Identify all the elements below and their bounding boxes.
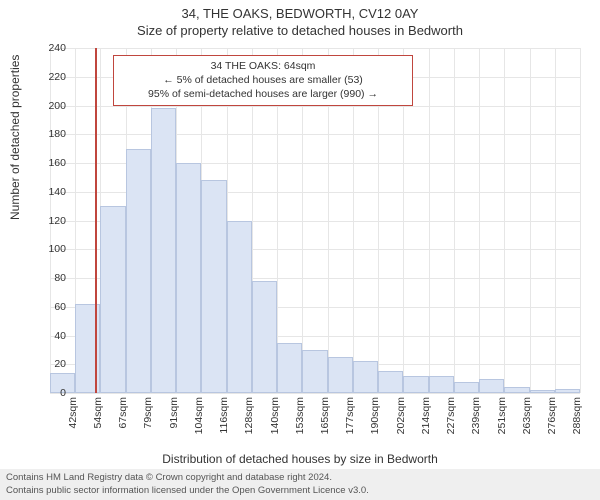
histogram-bar [530,390,555,393]
grid-vline [555,48,556,393]
grid-vline [580,48,581,393]
y-tick-label: 0 [36,387,66,399]
histogram-bar [378,371,403,393]
x-tick-label: 227sqm [445,397,457,447]
histogram-bar [504,387,529,393]
annotation-line3: 95% of semi-detached houses are larger (… [120,87,406,101]
annotation-box: 34 THE OAKS: 64sqm ← 5% of detached hous… [113,55,413,106]
grid-line [50,106,580,107]
grid-vline [454,48,455,393]
x-tick-label: 104sqm [193,397,205,447]
histogram-bar [328,357,353,393]
histogram-bar [227,221,252,394]
x-tick-label: 276sqm [546,397,558,447]
grid-vline [530,48,531,393]
x-tick-label: 42sqm [67,397,79,447]
grid-vline [504,48,505,393]
grid-line [50,134,580,135]
grid-vline [429,48,430,393]
x-tick-label: 165sqm [319,397,331,447]
x-tick-label: 79sqm [142,397,154,447]
page-subtitle: Size of property relative to detached ho… [0,21,600,38]
histogram-bar [555,389,580,393]
grid-vline [479,48,480,393]
histogram-bar [302,350,327,393]
histogram-bar [176,163,201,393]
y-tick-label: 40 [36,330,66,342]
histogram-bar [429,376,454,393]
x-axis-title: Distribution of detached houses by size … [0,452,600,466]
histogram-bar [126,149,151,393]
annotation-line1: 34 THE OAKS: 64sqm [120,59,406,73]
y-tick-label: 140 [36,186,66,198]
histogram-bar [100,206,125,393]
page-title: 34, THE OAKS, BEDWORTH, CV12 0AY [0,0,600,21]
y-tick-label: 180 [36,128,66,140]
histogram-bar [277,343,302,393]
histogram-bar [403,376,428,393]
footer-line1: Contains HM Land Registry data © Crown c… [6,472,594,484]
grid-line [50,393,580,394]
x-tick-label: 251sqm [496,397,508,447]
x-tick-label: 177sqm [344,397,356,447]
x-tick-label: 153sqm [294,397,306,447]
y-tick-label: 240 [36,42,66,54]
y-tick-label: 60 [36,301,66,313]
y-axis-title: Number of detached properties [8,55,22,220]
x-tick-label: 214sqm [420,397,432,447]
x-tick-label: 190sqm [369,397,381,447]
x-tick-label: 67sqm [117,397,129,447]
histogram-bar [201,180,226,393]
x-tick-label: 54sqm [92,397,104,447]
y-tick-label: 20 [36,358,66,370]
histogram-bar [454,382,479,394]
reference-line [95,48,97,393]
annotation-line2: ← 5% of detached houses are smaller (53) [120,73,406,87]
grid-line [50,48,580,49]
y-tick-label: 200 [36,100,66,112]
y-tick-label: 80 [36,272,66,284]
footer-line2: Contains public sector information licen… [6,485,594,497]
histogram-bar [479,379,504,393]
y-tick-label: 120 [36,215,66,227]
x-tick-label: 140sqm [269,397,281,447]
x-tick-label: 128sqm [243,397,255,447]
histogram-bar [252,281,277,393]
histogram-bar [353,361,378,393]
y-tick-label: 160 [36,157,66,169]
chart-area: 34 THE OAKS: 64sqm ← 5% of detached hous… [50,48,580,393]
x-tick-label: 91sqm [168,397,180,447]
histogram-bar [151,108,176,393]
x-tick-label: 116sqm [218,397,230,447]
x-tick-label: 263sqm [521,397,533,447]
x-tick-label: 202sqm [395,397,407,447]
x-tick-label: 239sqm [470,397,482,447]
footer: Contains HM Land Registry data © Crown c… [0,469,600,500]
y-tick-label: 100 [36,243,66,255]
y-tick-label: 220 [36,71,66,83]
x-tick-label: 288sqm [571,397,583,447]
